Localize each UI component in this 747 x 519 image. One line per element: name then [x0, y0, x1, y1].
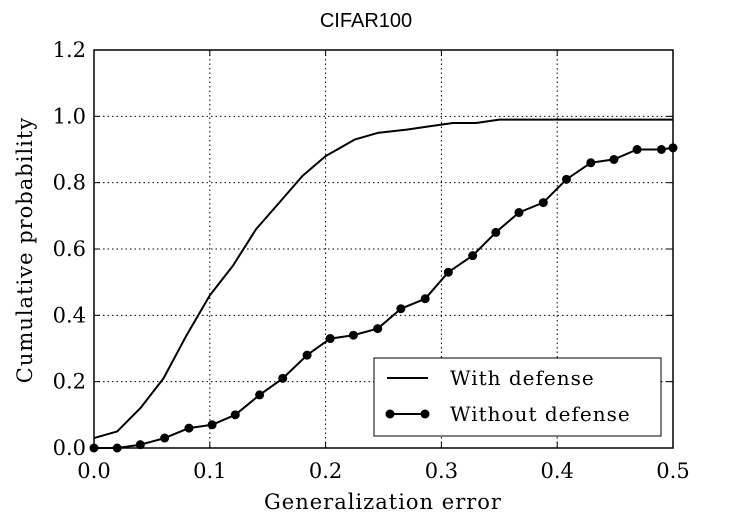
series-point: [538, 198, 548, 208]
series-point: [184, 423, 194, 433]
series-point: [468, 251, 478, 261]
series-point: [561, 174, 571, 184]
series-point: [348, 330, 358, 340]
grid-layer: [94, 50, 673, 448]
y-tick-label: 0.4: [53, 303, 86, 327]
series-point: [230, 410, 240, 420]
series-point: [632, 145, 642, 154]
series-point: [514, 208, 524, 218]
series-point: [491, 227, 501, 237]
y-tick-label: 0.8: [53, 171, 86, 195]
chart-title: CIFAR100: [320, 10, 412, 32]
y-tick-label: 1.0: [53, 104, 86, 128]
series-point: [443, 267, 453, 277]
series-point: [420, 294, 430, 304]
y-tick-label: 0.2: [53, 370, 86, 394]
y-tick-label: 0.6: [53, 237, 86, 261]
series-point: [586, 158, 596, 168]
axes-layer: 0.0 0.1 0.2 0.3 0.4 0.5 0.0 0.2 0.4 0.6 0.8 1.0 1.2: [53, 38, 690, 483]
series-point: [207, 420, 217, 430]
x-tick-label: 0.0: [77, 459, 110, 483]
x-tick-label: 0.3: [425, 459, 458, 483]
x-tick-label: 0.5: [656, 459, 689, 483]
series-point: [160, 433, 170, 443]
y-tick-label: 1.2: [53, 38, 86, 62]
series-point: [278, 373, 288, 383]
series-point: [609, 154, 619, 164]
series-point: [373, 324, 383, 334]
x-tick-label: 0.1: [193, 459, 226, 483]
x-tick-label: 0.4: [540, 459, 573, 483]
series-point: [302, 350, 312, 360]
series-point: [656, 145, 666, 154]
legend-label-1: With defense: [450, 366, 595, 390]
x-tick-label: 0.2: [309, 459, 342, 483]
series-line-1: [93, 118, 673, 440]
legend: With defense Without defense: [373, 357, 662, 437]
series-layer: [89, 118, 678, 453]
x-axis-label: Generalization error: [264, 490, 502, 514]
y-tick-label: 0.0: [53, 436, 86, 460]
series-point: [325, 334, 335, 344]
legend-marker: [420, 409, 430, 419]
legend-label-2: Without defense: [450, 402, 631, 426]
series-point: [396, 304, 406, 314]
series-point: [255, 390, 265, 400]
series-point: [135, 440, 145, 450]
legend-marker: [385, 409, 395, 419]
y-axis-label: Cumulative probability: [13, 117, 37, 383]
legend-box: [373, 357, 662, 437]
